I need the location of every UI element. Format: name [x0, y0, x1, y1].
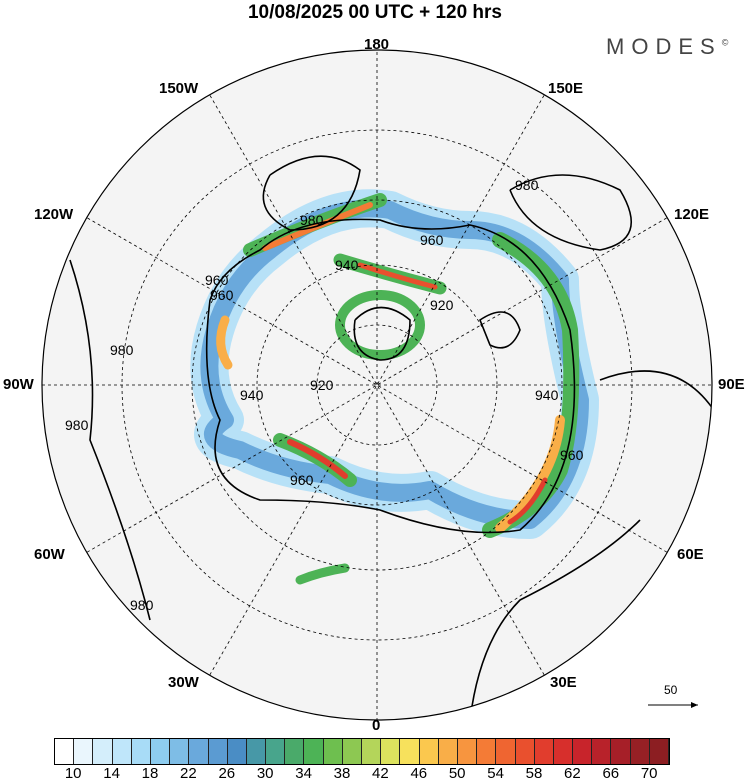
- lon-label-60e: 60E: [677, 546, 704, 563]
- colorbar-swatch: [477, 739, 497, 764]
- lon-label-90e: 90E: [718, 376, 745, 393]
- lon-label-120e: 120E: [674, 206, 710, 223]
- colorbar-label: 70: [640, 765, 658, 782]
- contour-label: 960: [420, 232, 444, 248]
- vector-scale-arrow: [648, 702, 698, 708]
- colorbar-swatch: [227, 739, 247, 764]
- contour-label: 980: [515, 177, 539, 193]
- vector-scale-label: 50: [664, 683, 678, 697]
- contour-label: 940: [240, 387, 264, 403]
- colorbar-swatch: [246, 739, 267, 764]
- colorbar-label: 54: [487, 765, 504, 782]
- colorbar-label: 14: [103, 765, 120, 782]
- colorbar-swatch: [419, 739, 439, 764]
- colorbar-label: 22: [180, 765, 197, 782]
- colorbar-swatch: [342, 739, 362, 764]
- colorbar-swatch: [573, 739, 593, 764]
- colorbar-swatch: [189, 739, 209, 764]
- colorbar-swatch: [131, 739, 151, 764]
- contour-label: 940: [535, 387, 559, 403]
- contour-label: 960: [210, 287, 234, 303]
- wind-speed-field: [42, 50, 712, 720]
- contour-label: 960: [205, 272, 229, 288]
- contour-label: 980: [65, 417, 89, 433]
- colorbar-label: 58: [525, 765, 543, 782]
- colorbar-label: 30: [256, 765, 274, 782]
- colorbar-swatch: [323, 739, 343, 764]
- colorbar-swatch: [266, 739, 286, 764]
- colorbar-label: 66: [602, 765, 620, 782]
- colorbar-label: 42: [372, 765, 389, 782]
- colorbar-swatch: [55, 739, 75, 764]
- lon-label-150w: 150W: [159, 80, 199, 97]
- colorbar-label: 50: [448, 765, 466, 782]
- lon-label-90w: 90W: [3, 376, 34, 393]
- logo-mark: ©: [721, 37, 729, 48]
- map-border: [41, 49, 713, 721]
- colorbar-swatch: [438, 739, 458, 764]
- contour-label: 980: [130, 597, 154, 613]
- colorbar-label: 46: [410, 765, 428, 782]
- modes-logo: MODES©: [606, 34, 728, 60]
- lon-label-180: 180: [364, 36, 390, 53]
- colorbar-swatch: [649, 739, 669, 764]
- colorbar-label: 62: [564, 765, 581, 782]
- colorbar-swatch: [515, 739, 535, 764]
- lon-label-60w: 60W: [34, 546, 65, 563]
- lon-label-30w: 30W: [168, 674, 199, 691]
- contour-label: 960: [560, 447, 584, 463]
- contour-labels: 980 960 940 920 960 940 980 960 920 940 …: [65, 177, 584, 613]
- colorbar-swatch: [170, 739, 190, 764]
- lon-label-30e: 30E: [550, 674, 577, 691]
- lon-label-120w: 120W: [34, 206, 74, 223]
- contour-label: 960: [290, 472, 314, 488]
- colorbar-label: 18: [141, 765, 159, 782]
- colorbar-swatch: [553, 739, 574, 764]
- colorbar-label: 38: [333, 765, 351, 782]
- colorbar-swatch: [150, 739, 171, 764]
- colorbar: [54, 738, 670, 765]
- colorbar-swatch: [630, 739, 650, 764]
- colorbar-swatch: [534, 739, 554, 764]
- logo-text: MODES: [606, 34, 722, 59]
- lon-label-150e: 150E: [548, 80, 584, 97]
- colorbar-label: 26: [218, 765, 236, 782]
- colorbar-swatch: [93, 739, 113, 764]
- colorbar-swatch: [592, 739, 612, 764]
- colorbar-swatch: [457, 739, 478, 764]
- colorbar-label: 10: [64, 765, 82, 782]
- contour-label: 920: [310, 377, 334, 393]
- contour-label: 980: [110, 342, 134, 358]
- map-title: 10/08/2025 00 UTC + 120 hrs: [247, 2, 503, 23]
- colorbar-swatch: [362, 739, 382, 764]
- pressure-contours: [69, 155, 712, 720]
- colorbar-swatch: [74, 739, 94, 764]
- graticule: [42, 50, 712, 720]
- colorbar-swatch: [304, 739, 324, 764]
- colorbar-swatch: [112, 739, 132, 764]
- colorbar-swatch: [285, 739, 305, 764]
- colorbar-swatch: [208, 739, 228, 764]
- contour-label: 980: [300, 212, 324, 228]
- colorbar-label: 34: [295, 765, 312, 782]
- colorbar-swatch: [400, 739, 420, 764]
- colorbar-swatch: [496, 739, 516, 764]
- colorbar-swatch: [381, 739, 401, 764]
- lon-label-0: 0: [372, 717, 381, 734]
- contour-label: 940: [335, 257, 359, 273]
- colorbar-swatch: [611, 739, 631, 764]
- contour-label: 920: [430, 297, 454, 313]
